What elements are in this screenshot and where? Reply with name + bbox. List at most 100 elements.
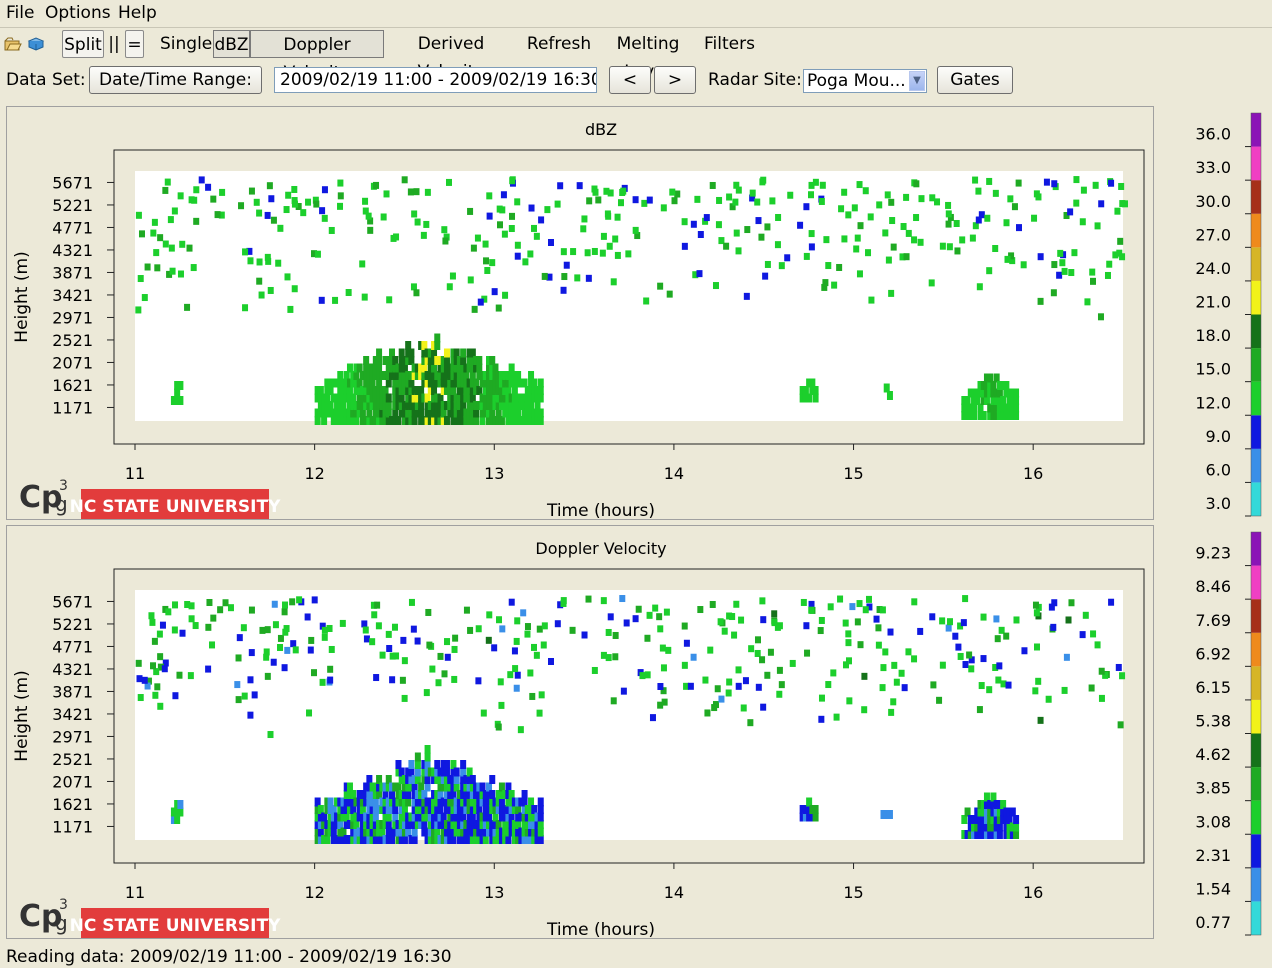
- previous-button[interactable]: <: [609, 66, 651, 94]
- parallel-button[interactable]: ||: [108, 34, 120, 54]
- menu-help[interactable]: Help: [118, 3, 157, 23]
- heatmap-cell: [414, 363, 421, 373]
- heatmap-cell: [806, 393, 813, 403]
- heatmap-cell: [340, 797, 347, 807]
- derived-velocity-toggle[interactable]: Derived Velocity: [417, 34, 485, 82]
- heatmap-cell: [489, 371, 496, 380]
- heatmap-cell: [974, 396, 981, 405]
- heatmap-cell: [1112, 251, 1119, 259]
- menu-options[interactable]: Options: [45, 3, 111, 23]
- open-folder-icon[interactable]: [3, 30, 23, 58]
- heatmap-cell: [635, 605, 642, 613]
- heatmap-cell: [405, 408, 412, 418]
- heatmap-cell: [414, 820, 421, 829]
- heatmap-cell: [884, 191, 891, 199]
- single-button[interactable]: Single: [160, 34, 213, 54]
- colorbar-label: 0.77: [1195, 913, 1231, 932]
- heatmap-cell: [346, 378, 353, 388]
- heatmap-cell: [502, 378, 509, 388]
- heatmap-cell: [987, 822, 994, 832]
- heatmap-cell: [585, 595, 592, 603]
- menu-file[interactable]: File: [6, 3, 35, 23]
- heatmap-cell: [353, 401, 360, 410]
- heatmap-cell: [290, 640, 297, 648]
- heatmap-cell: [846, 697, 853, 705]
- ncstate-logo-text: NC STATE UNIVERSITY: [70, 916, 281, 936]
- doppler-colorbar-svg: 9.238.467.696.926.155.384.623.853.082.31…: [1195, 531, 1262, 936]
- heatmap-cell: [1067, 208, 1074, 216]
- doppler-velocity-toggle[interactable]: Doppler Velocity: [250, 30, 384, 83]
- heatmap-cell: [366, 371, 373, 380]
- heatmap-cell: [531, 827, 538, 837]
- melting-layer-button[interactable]: Melting Layer: [616, 34, 680, 82]
- date-time-range-button[interactable]: Date/Time Range:: [89, 66, 262, 94]
- heatmap-cell: [440, 371, 447, 380]
- colorbar-label: 18.0: [1195, 326, 1231, 345]
- plot-area: [135, 590, 1123, 840]
- gates-button[interactable]: Gates: [937, 66, 1013, 94]
- heatmap-cell: [440, 401, 447, 410]
- heatmap-cell: [508, 797, 515, 807]
- heatmap-cell: [885, 256, 892, 264]
- heatmap-cell: [359, 805, 366, 814]
- date-range-field[interactable]: 2009/02/19 11:00 - 2009/02/19 16:30: [274, 67, 597, 93]
- heatmap-cell: [343, 797, 350, 807]
- heatmap-cell: [385, 356, 392, 365]
- heatmap-cell: [990, 792, 997, 802]
- heatmap-cell: [421, 790, 428, 799]
- heatmap-cell: [440, 797, 447, 807]
- heatmap-cell: [600, 651, 607, 659]
- colorbar-swatch: [1251, 415, 1261, 449]
- heatmap-cell: [340, 835, 347, 844]
- heatmap-cell: [321, 820, 328, 829]
- heatmap-cell: [411, 408, 418, 418]
- heatmap-cell: [518, 378, 525, 388]
- heatmap-cell: [1033, 609, 1040, 617]
- heatmap-cell: [1013, 388, 1020, 398]
- equals-button[interactable]: =: [125, 30, 144, 58]
- heatmap-cell: [972, 222, 979, 230]
- refresh-button[interactable]: Refresh: [526, 34, 592, 54]
- heatmap-cell: [996, 815, 1003, 824]
- heatmap-cell: [803, 622, 810, 630]
- heatmap-cell: [466, 356, 473, 365]
- heatmap-cell: [990, 411, 997, 420]
- heatmap-cell: [993, 403, 1000, 413]
- heatmap-cell: [460, 760, 467, 769]
- chevron-down-icon[interactable]: ▼: [909, 71, 925, 91]
- heatmap-cell: [453, 416, 460, 425]
- heatmap-cell: [1021, 647, 1028, 655]
- heatmap-cell: [469, 363, 476, 373]
- heatmap-cell: [994, 635, 1001, 643]
- heatmap-cell: [1080, 186, 1087, 194]
- heatmap-cell: [434, 775, 441, 784]
- radar-site-select[interactable]: Poga Mou... ▼: [803, 69, 927, 93]
- heatmap-cell: [469, 371, 476, 380]
- heatmap-cell: [362, 626, 369, 634]
- heatmap-cell: [659, 644, 666, 652]
- book-icon[interactable]: [25, 30, 47, 58]
- heatmap-cell: [317, 386, 324, 395]
- heatmap-cell: [389, 797, 396, 807]
- heatmap-cell: [267, 731, 274, 739]
- heatmap-cell: [495, 416, 502, 425]
- heatmap-cell: [1009, 403, 1016, 413]
- heatmap-cell: [505, 378, 512, 388]
- dbz-toggle[interactable]: dBZ: [213, 30, 250, 58]
- heatmap-cell: [482, 371, 489, 380]
- heatmap-cell: [986, 177, 993, 185]
- heatmap-cell: [1037, 253, 1044, 261]
- heatmap-cell: [505, 835, 512, 844]
- split-button[interactable]: Split: [62, 30, 104, 58]
- heatmap-cell: [521, 408, 528, 418]
- heatmap-cell: [210, 614, 217, 622]
- heatmap-cell: [491, 644, 498, 652]
- filters-button[interactable]: Filters: [704, 34, 755, 54]
- next-button[interactable]: >: [654, 66, 696, 94]
- heatmap-cell: [398, 408, 405, 418]
- heatmap-cell: [508, 598, 515, 606]
- heatmap-cell: [385, 408, 392, 418]
- chart-title: dBZ: [585, 120, 617, 139]
- heatmap-cell: [888, 708, 895, 716]
- heatmap-cell: [957, 652, 964, 660]
